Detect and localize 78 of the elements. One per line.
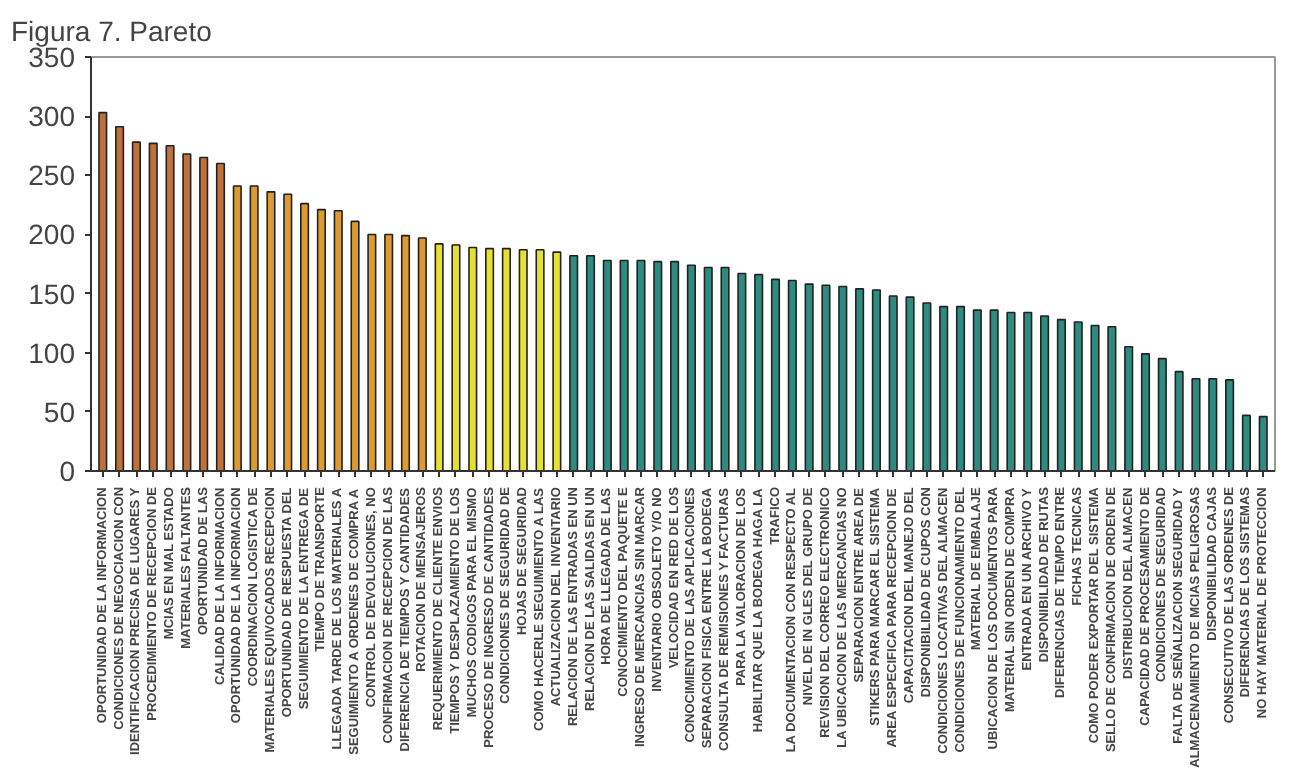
bar bbox=[232, 185, 242, 471]
bar bbox=[602, 259, 612, 471]
bar bbox=[1258, 415, 1268, 471]
bar bbox=[855, 288, 865, 471]
bar bbox=[939, 305, 949, 471]
bar bbox=[1208, 377, 1218, 471]
bar bbox=[115, 125, 125, 471]
bar bbox=[434, 243, 444, 471]
bar bbox=[1073, 321, 1083, 471]
bar bbox=[451, 244, 461, 471]
bar bbox=[703, 266, 713, 471]
bar bbox=[1191, 377, 1201, 471]
bar bbox=[955, 305, 966, 471]
bar bbox=[199, 156, 209, 471]
bar bbox=[821, 284, 831, 471]
bar bbox=[720, 266, 730, 471]
bar bbox=[1140, 353, 1151, 471]
bar bbox=[518, 249, 528, 471]
bar bbox=[888, 295, 898, 471]
bar bbox=[905, 296, 915, 471]
bar bbox=[804, 283, 814, 471]
bar bbox=[501, 247, 511, 471]
bar bbox=[417, 237, 427, 471]
bar bbox=[653, 260, 663, 471]
bar bbox=[1056, 318, 1066, 471]
bar bbox=[1023, 311, 1033, 471]
bar bbox=[569, 254, 579, 471]
bar bbox=[283, 193, 293, 471]
bar bbox=[384, 233, 394, 471]
y-tick-label: 150 bbox=[28, 277, 76, 310]
bar bbox=[1006, 311, 1016, 471]
bar bbox=[1225, 379, 1235, 471]
bar bbox=[585, 254, 596, 471]
bar bbox=[165, 144, 175, 471]
y-tick-label: 200 bbox=[28, 218, 76, 251]
bar bbox=[754, 273, 764, 471]
bar bbox=[468, 246, 478, 471]
bar bbox=[148, 142, 158, 471]
bar bbox=[266, 191, 276, 471]
bar bbox=[215, 162, 226, 471]
bar bbox=[552, 251, 562, 471]
bar bbox=[535, 249, 545, 471]
bar bbox=[636, 259, 646, 471]
bar bbox=[770, 278, 781, 471]
bar bbox=[619, 259, 629, 471]
bar bbox=[1174, 370, 1184, 471]
bar bbox=[1124, 346, 1134, 471]
bar bbox=[871, 289, 881, 471]
bar bbox=[838, 285, 848, 471]
bar bbox=[989, 309, 999, 471]
bar bbox=[1107, 325, 1117, 471]
bar bbox=[333, 209, 343, 471]
y-tick-label: 50 bbox=[43, 395, 76, 428]
y-tick-label: 100 bbox=[28, 336, 76, 369]
bar bbox=[131, 141, 141, 471]
bar bbox=[686, 264, 696, 471]
bar bbox=[350, 220, 360, 471]
bar bbox=[1090, 324, 1100, 471]
y-tick-label: 300 bbox=[28, 100, 76, 133]
chart-title: Figura 7. Pareto bbox=[11, 15, 213, 47]
bar bbox=[400, 234, 411, 471]
bar bbox=[1040, 315, 1050, 471]
bar bbox=[922, 302, 932, 471]
bar bbox=[300, 202, 310, 471]
bar bbox=[737, 272, 747, 471]
y-tick-label: 0 bbox=[59, 455, 76, 487]
bar bbox=[485, 247, 495, 471]
bar bbox=[367, 233, 377, 471]
bar bbox=[787, 279, 797, 471]
bar bbox=[1241, 414, 1251, 471]
bar bbox=[1157, 357, 1167, 471]
bar bbox=[670, 260, 680, 471]
bar bbox=[182, 153, 192, 471]
bar bbox=[98, 111, 108, 471]
bar bbox=[972, 309, 982, 471]
y-tick-label: 250 bbox=[28, 159, 76, 192]
bar bbox=[316, 208, 326, 471]
bar bbox=[249, 185, 259, 471]
